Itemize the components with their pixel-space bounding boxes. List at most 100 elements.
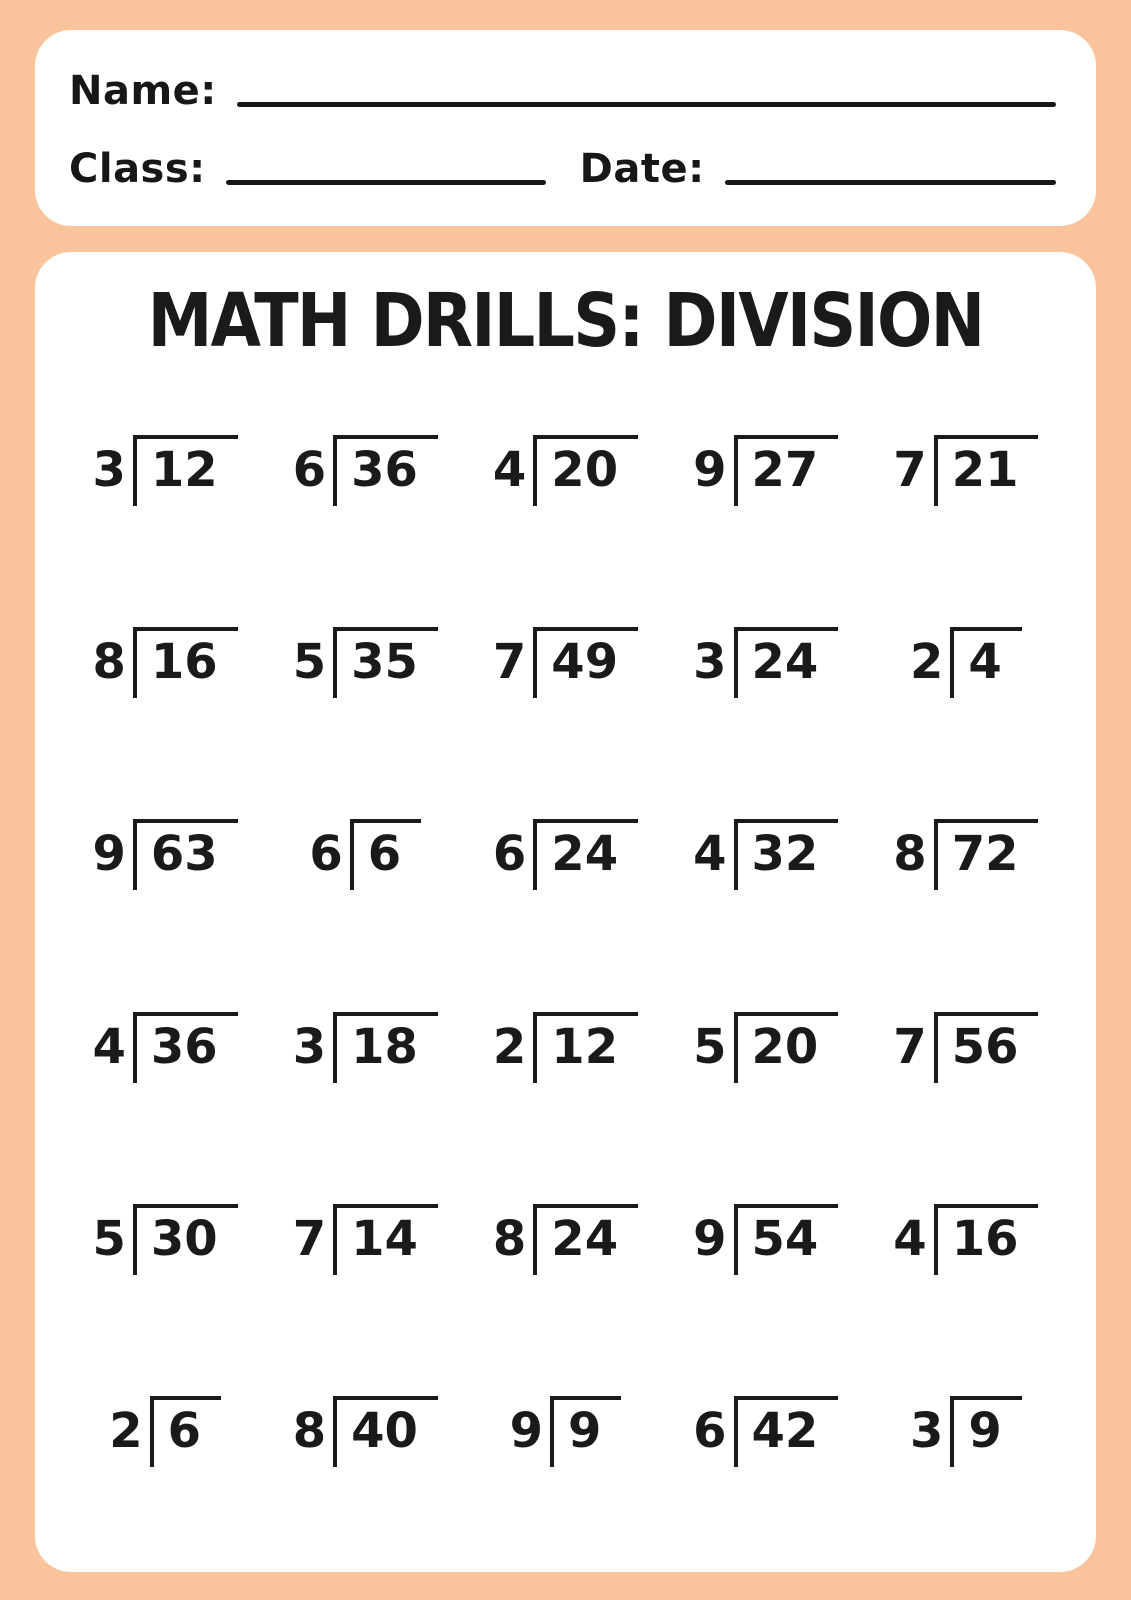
division-problem: 4 16 (893, 1203, 1039, 1275)
dividend-bracket: 16 (933, 1203, 1039, 1275)
problems-grid: 3 12 6 36 4 20 9 27 7 21 8 16 5 35 7 49 … (59, 364, 1072, 1554)
dividend-bracket: 24 (733, 626, 839, 698)
divisor: 6 (693, 1403, 727, 1460)
divisor: 3 (92, 441, 126, 498)
division-problem: 8 24 (492, 1203, 639, 1275)
dividend-bracket: 18 (333, 1011, 438, 1083)
division-problem: 6 24 (492, 819, 639, 891)
divisor: 8 (292, 1403, 327, 1460)
class-date-row: Class: Date: (69, 146, 1056, 192)
division-problem: 3 18 (292, 1011, 438, 1083)
dividend-bracket: 12 (533, 1011, 639, 1083)
divisor: 2 (492, 1018, 527, 1075)
divisor: 9 (509, 1403, 543, 1460)
division-problem: 8 16 (92, 626, 238, 698)
division-problem: 6 6 (309, 819, 422, 891)
dividend-bracket: 40 (333, 1396, 438, 1468)
dividend-bracket: 4 (950, 626, 1022, 698)
division-problem: 2 4 (909, 626, 1022, 698)
date-blank-line (724, 180, 1056, 185)
dividend-bracket: 72 (933, 819, 1039, 891)
dividend-bracket: 36 (132, 1011, 238, 1083)
division-problem: 8 40 (292, 1396, 438, 1468)
division-problem: 7 21 (893, 434, 1039, 506)
worksheet-card: MATH DRILLS: DIVISION 3 12 6 36 4 20 9 2… (35, 252, 1096, 1572)
divisor: 4 (893, 1210, 927, 1267)
dividend-bracket: 20 (733, 1011, 839, 1083)
divisor: 8 (92, 633, 126, 690)
divisor: 4 (492, 441, 527, 498)
division-problem: 4 32 (693, 819, 839, 891)
divisor: 7 (292, 1210, 327, 1267)
dividend-bracket: 24 (533, 819, 639, 891)
dividend-bracket: 24 (533, 1203, 639, 1275)
divisor: 9 (693, 1210, 727, 1267)
divisor: 4 (693, 826, 727, 883)
dividend-bracket: 16 (132, 626, 238, 698)
name-row: Name: (69, 68, 1056, 114)
divisor: 8 (492, 1210, 527, 1267)
division-problem: 3 24 (693, 626, 839, 698)
division-problem: 3 12 (92, 434, 238, 506)
division-problem: 9 9 (509, 1396, 622, 1468)
divisor: 7 (893, 1018, 927, 1075)
class-blank-line (225, 180, 546, 185)
division-problem: 5 30 (92, 1203, 238, 1275)
division-problem: 6 36 (292, 434, 438, 506)
date-label: Date: (579, 146, 705, 192)
divisor: 9 (92, 826, 126, 883)
division-problem: 2 6 (109, 1396, 221, 1468)
dividend-bracket: 54 (733, 1203, 839, 1275)
dividend-bracket: 42 (733, 1396, 839, 1468)
dividend-bracket: 20 (533, 434, 639, 506)
division-problem: 7 49 (492, 626, 639, 698)
division-problem: 4 36 (92, 1011, 238, 1083)
divisor: 5 (92, 1210, 126, 1267)
dividend-bracket: 49 (533, 626, 639, 698)
dividend-bracket: 30 (132, 1203, 238, 1275)
divisor: 9 (693, 441, 727, 498)
divisor: 3 (909, 1403, 944, 1460)
worksheet-title: MATH DRILLS: DIVISION (147, 278, 985, 364)
divisor: 6 (492, 826, 527, 883)
dividend-bracket: 63 (132, 819, 238, 891)
divisor: 5 (693, 1018, 727, 1075)
division-problem: 5 35 (292, 626, 438, 698)
division-problem: 5 20 (693, 1011, 839, 1083)
name-label: Name: (69, 68, 217, 114)
dividend-bracket: 27 (733, 434, 839, 506)
division-problem: 4 20 (492, 434, 639, 506)
division-problem: 9 63 (92, 819, 238, 891)
division-problem: 9 54 (693, 1203, 839, 1275)
dividend-bracket: 21 (933, 434, 1039, 506)
divisor: 3 (292, 1018, 327, 1075)
dividend-bracket: 6 (149, 1396, 221, 1468)
dividend-bracket: 56 (933, 1011, 1039, 1083)
divisor: 5 (292, 633, 327, 690)
division-problem: 9 27 (693, 434, 839, 506)
divisor: 7 (492, 633, 527, 690)
dividend-bracket: 12 (132, 434, 238, 506)
dividend-bracket: 36 (333, 434, 438, 506)
class-label: Class: (69, 146, 206, 192)
divisor: 7 (893, 441, 927, 498)
divisor: 4 (92, 1018, 126, 1075)
student-info-card: Name: Class: Date: (35, 30, 1096, 226)
division-problem: 8 72 (893, 819, 1039, 891)
dividend-bracket: 6 (349, 819, 422, 891)
dividend-bracket: 9 (549, 1396, 622, 1468)
division-problem: 7 56 (893, 1011, 1039, 1083)
division-problem: 6 42 (693, 1396, 839, 1468)
divisor: 6 (309, 826, 343, 883)
divisor: 3 (693, 633, 727, 690)
dividend-bracket: 32 (733, 819, 839, 891)
dividend-bracket: 35 (333, 626, 438, 698)
division-problem: 7 14 (292, 1203, 438, 1275)
name-blank-line (236, 102, 1056, 107)
divisor: 2 (909, 633, 944, 690)
divisor: 6 (292, 441, 327, 498)
divisor: 2 (109, 1403, 143, 1460)
divisor: 8 (893, 826, 927, 883)
dividend-bracket: 9 (950, 1396, 1022, 1468)
